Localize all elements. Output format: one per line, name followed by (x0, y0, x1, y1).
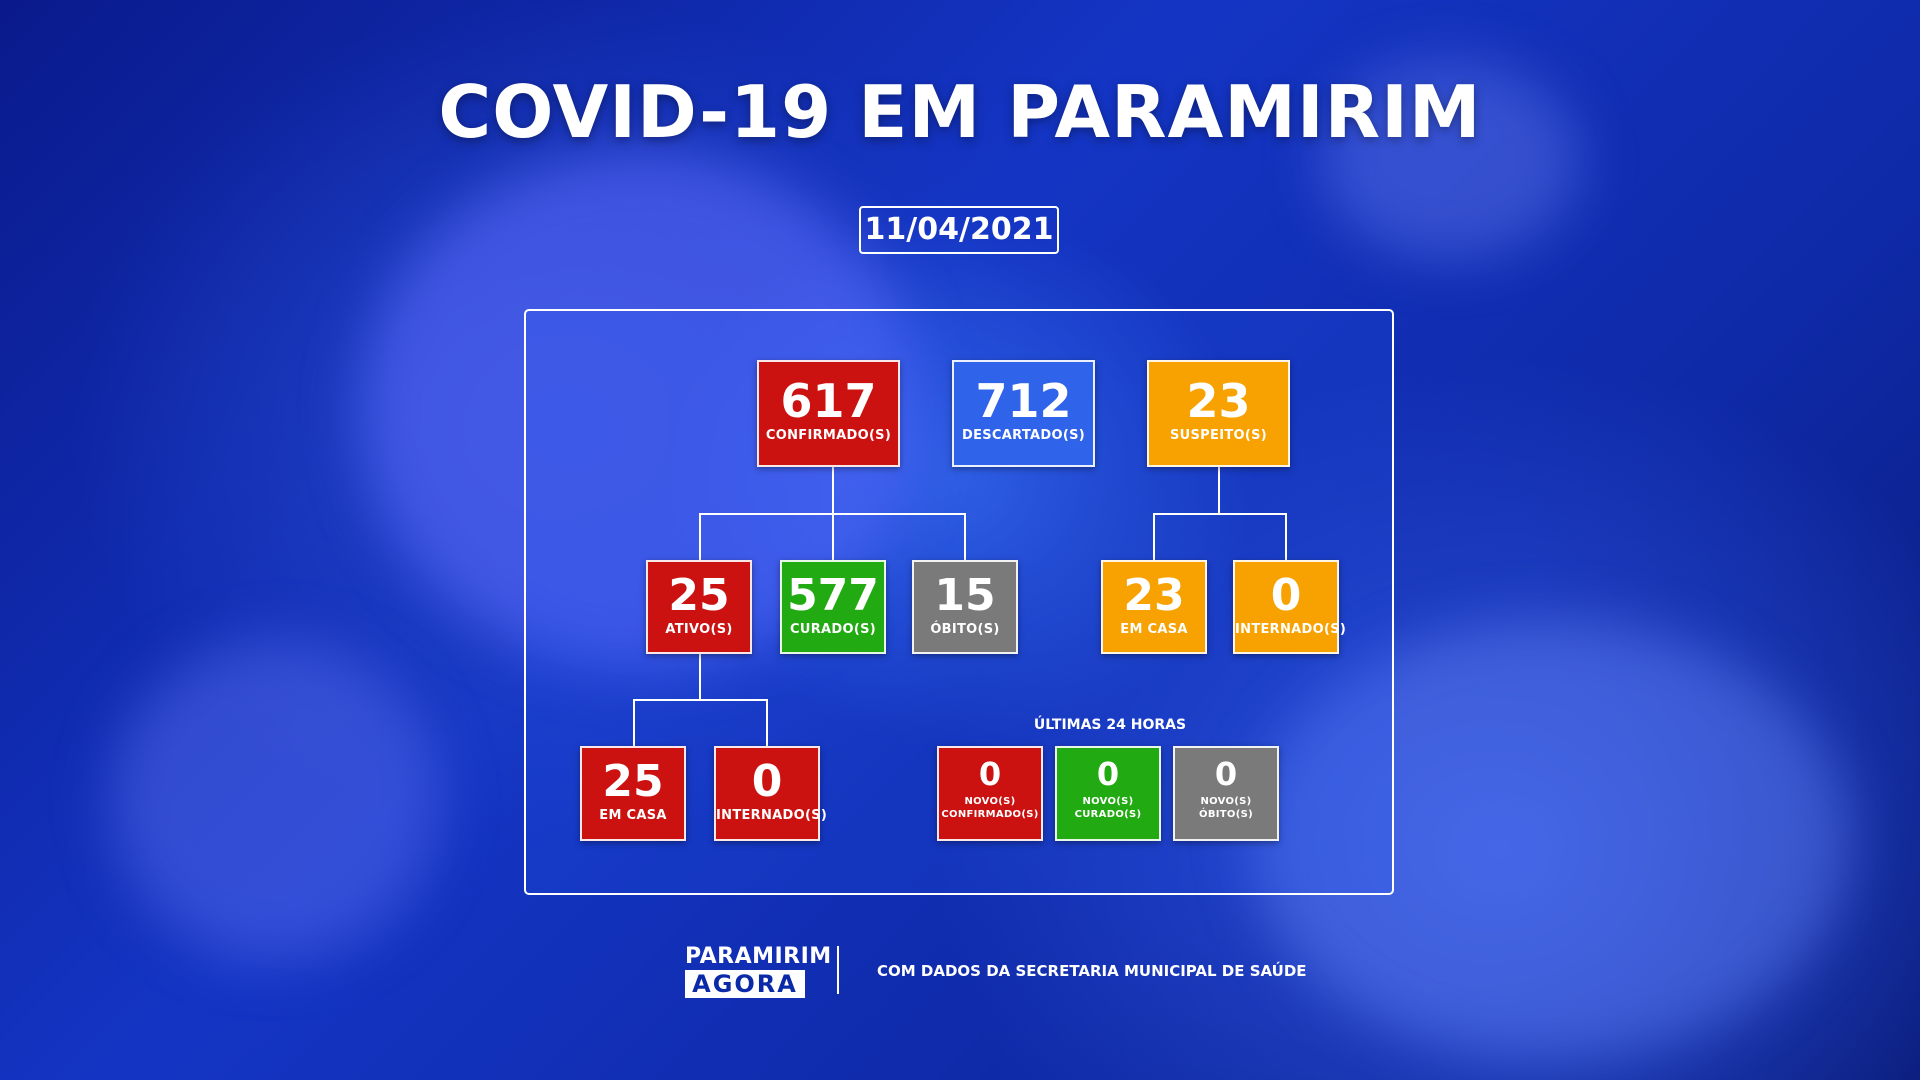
connector-line (832, 513, 834, 561)
paramirim-agora-logo: PARAMIRIM AGORA (685, 944, 832, 998)
suspected-hospital-card: 0 INTERNADO(S) (1233, 560, 1347, 654)
logo-line-1: PARAMIRIM (685, 944, 832, 969)
virus-blob-bottom-right (1250, 620, 1850, 1060)
data-source-note: COM DADOS DA SECRETARIA MUNICIPAL DE SAÚ… (877, 962, 1307, 980)
confirmed-value: 617 (780, 374, 877, 428)
active-home-value: 25 (602, 756, 664, 807)
new-deaths-label-1: NOVO(S) (1200, 796, 1252, 807)
virus-blob-top-right (1320, 60, 1580, 260)
connector-line (1218, 467, 1220, 515)
confirmed-label: CONFIRMADO(S) (765, 428, 892, 443)
suspected-home-value: 23 (1123, 570, 1185, 621)
connector-line (633, 699, 635, 747)
active-card: 25 ATIVO(S) (646, 560, 752, 654)
cured-card: 577 CURADO(S) (780, 560, 886, 654)
deaths-card: 15 ÓBITO(S) (912, 560, 1018, 654)
connector-line (699, 653, 701, 701)
suspected-value: 23 (1186, 374, 1251, 428)
discarded-label: DESCARTADO(S) (962, 428, 1085, 443)
new-confirmed-label-1: NOVO(S) (964, 796, 1016, 807)
deaths-label: ÓBITO(S) (930, 622, 1000, 637)
suspected-label: SUSPEITO(S) (1170, 428, 1267, 443)
logo-line-2: AGORA (685, 970, 805, 998)
new-cured-label-2: CURADO(S) (1074, 809, 1142, 820)
date-badge: 11/04/2021 (859, 206, 1059, 254)
suspected-hospital-value: 0 (1270, 570, 1302, 621)
suspected-card: 23 SUSPEITO(S) (1147, 360, 1290, 467)
connector-line (1153, 513, 1287, 515)
new-confirmed-card: 0 NOVO(S) CONFIRMADO(S) (937, 746, 1043, 841)
active-home-label: EM CASA (599, 808, 667, 823)
new-deaths-label-2: ÓBITO(S) (1199, 809, 1253, 820)
discarded-value: 712 (975, 374, 1072, 428)
cured-label: CURADO(S) (790, 622, 876, 637)
new-deaths-value: 0 (1214, 755, 1238, 793)
connector-line (1153, 513, 1155, 561)
deaths-value: 15 (934, 570, 996, 621)
active-hospital-value: 0 (751, 756, 783, 807)
virus-blob-bottom-left (110, 640, 440, 960)
new-cured-card: 0 NOVO(S) CURADO(S) (1055, 746, 1161, 841)
active-label: ATIVO(S) (665, 622, 733, 637)
active-hospital-card: 0 INTERNADO(S) (714, 746, 828, 841)
connector-line (964, 513, 966, 561)
cured-value: 577 (787, 570, 879, 621)
footer-divider (837, 946, 839, 994)
new-confirmed-value: 0 (978, 755, 1002, 793)
connector-line (699, 513, 701, 561)
new-cured-label-1: NOVO(S) (1082, 796, 1134, 807)
active-hospital-label: INTERNADO(S) (716, 808, 828, 823)
connector-line (832, 467, 834, 515)
connector-line (633, 699, 768, 701)
active-home-card: 25 EM CASA (580, 746, 686, 841)
new-deaths-card: 0 NOVO(S) ÓBITO(S) (1173, 746, 1279, 841)
connector-line (766, 699, 768, 747)
confirmed-card: 617 CONFIRMADO(S) (757, 360, 900, 467)
page-title: COVID-19 EM PARAMIRIM (438, 70, 1482, 154)
suspected-hospital-label: INTERNADO(S) (1235, 622, 1347, 637)
suspected-home-card: 23 EM CASA (1101, 560, 1207, 654)
discarded-card: 712 DESCARTADO(S) (952, 360, 1095, 467)
last24-heading: ÚLTIMAS 24 HORAS (1033, 717, 1187, 733)
new-confirmed-label-2: CONFIRMADO(S) (941, 809, 1039, 820)
new-cured-value: 0 (1096, 755, 1120, 793)
suspected-home-label: EM CASA (1120, 622, 1188, 637)
connector-line (1285, 513, 1287, 561)
active-value: 25 (668, 570, 730, 621)
